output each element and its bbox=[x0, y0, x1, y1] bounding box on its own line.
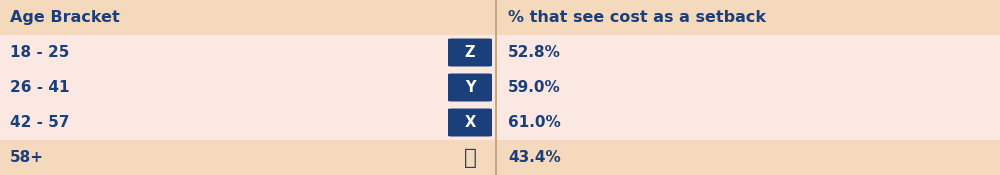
FancyBboxPatch shape bbox=[448, 38, 492, 66]
FancyBboxPatch shape bbox=[448, 74, 492, 102]
Text: 61.0%: 61.0% bbox=[508, 115, 561, 130]
Text: 43.4%: 43.4% bbox=[508, 150, 561, 165]
Bar bbox=[0, 35, 1000, 70]
Text: Y: Y bbox=[465, 80, 475, 95]
FancyBboxPatch shape bbox=[448, 108, 492, 136]
Text: Age Bracket: Age Bracket bbox=[10, 10, 120, 25]
Text: 58+: 58+ bbox=[10, 150, 44, 165]
Text: Z: Z bbox=[465, 45, 475, 60]
Text: 42 - 57: 42 - 57 bbox=[10, 115, 70, 130]
Text: 59.0%: 59.0% bbox=[508, 80, 561, 95]
Bar bbox=[0, 105, 1000, 140]
Bar bbox=[0, 140, 1000, 175]
Text: X: X bbox=[464, 115, 476, 130]
Text: 👫: 👫 bbox=[464, 148, 476, 167]
Bar bbox=[0, 0, 1000, 35]
Bar bbox=[0, 70, 1000, 105]
Text: 18 - 25: 18 - 25 bbox=[10, 45, 69, 60]
Text: % that see cost as a setback: % that see cost as a setback bbox=[508, 10, 766, 25]
Text: 26 - 41: 26 - 41 bbox=[10, 80, 70, 95]
Text: 52.8%: 52.8% bbox=[508, 45, 561, 60]
